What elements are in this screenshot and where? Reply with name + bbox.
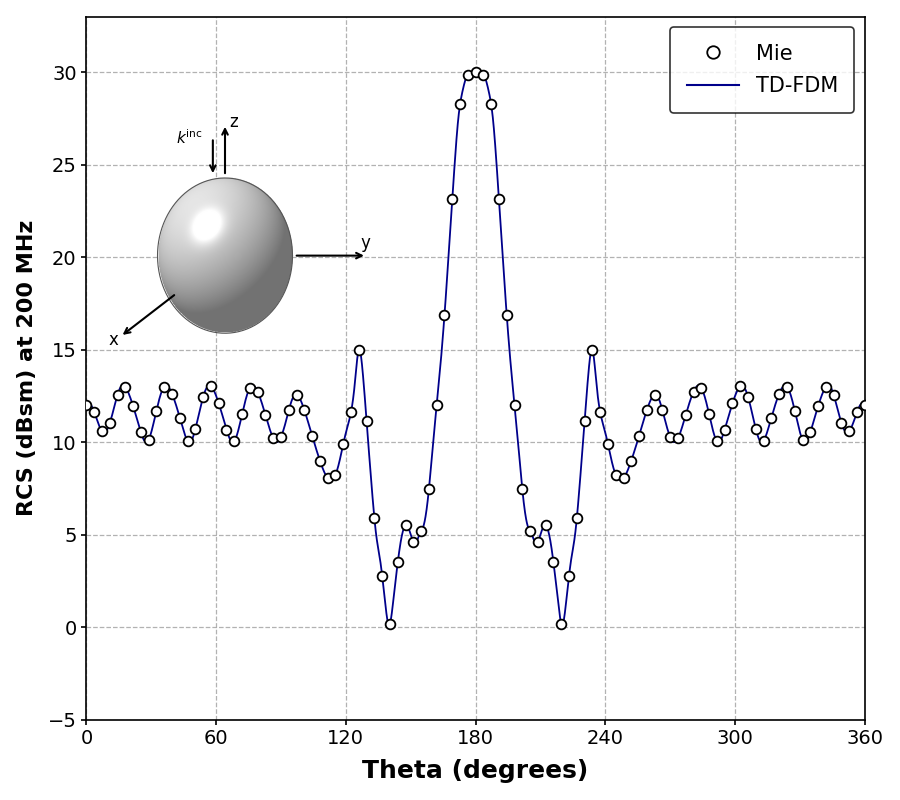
Y-axis label: RCS (dBsm) at 200 MHz: RCS (dBsm) at 200 MHz [17,220,37,516]
Text: z: z [230,114,238,131]
Text: $k^{\rm inc}$: $k^{\rm inc}$ [176,129,203,147]
Text: x: x [109,330,119,349]
Text: y: y [360,234,370,251]
X-axis label: Theta (degrees): Theta (degrees) [363,759,589,783]
Legend: Mie, TD-FDM: Mie, TD-FDM [670,27,854,113]
